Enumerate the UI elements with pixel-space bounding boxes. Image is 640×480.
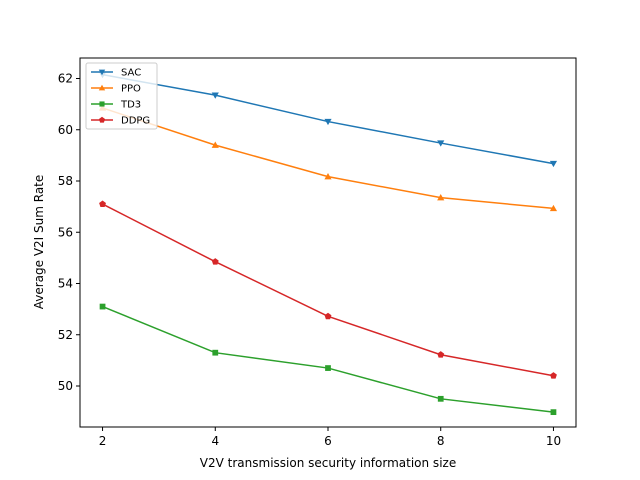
series-layer <box>98 71 558 416</box>
legend: SAC PPO TD3 DDPG <box>85 62 158 130</box>
data-point-sac <box>211 92 219 99</box>
y-tick-label: 56 <box>58 225 73 239</box>
legend-label-ddpg: DDPG <box>121 116 150 127</box>
x-tick-label: 10 <box>546 434 561 448</box>
legend-marker-sac <box>98 69 106 76</box>
data-point-td3 <box>325 365 331 371</box>
x-tick-label: 2 <box>99 434 107 448</box>
data-point-td3 <box>437 395 444 402</box>
x-tick-label: 4 <box>211 434 219 448</box>
y-tick-label: 52 <box>58 328 73 342</box>
y-tick-label: 62 <box>58 72 73 86</box>
x-axis-ticks: 2 4 6 8 10 <box>99 427 561 448</box>
data-point-ppo <box>324 173 332 180</box>
x-tick-label: 6 <box>324 434 332 448</box>
data-point-ddpg <box>550 372 557 379</box>
data-point-td3 <box>550 409 557 416</box>
data-point-ddpg <box>211 258 219 265</box>
data-point-ppo <box>549 204 558 212</box>
legend-marker-ddpg <box>98 116 106 123</box>
data-point-td3 <box>99 303 106 310</box>
data-point-td3 <box>212 349 219 356</box>
legend-label-ppo: PPO <box>121 84 141 95</box>
legend-marker-td3 <box>99 101 105 107</box>
data-point-ddpg <box>437 351 445 358</box>
data-point-ddpg <box>324 312 332 320</box>
y-axis-ticks: 50 52 54 56 58 60 62 <box>58 72 80 393</box>
y-tick-label: 50 <box>58 379 73 393</box>
legend-box <box>85 62 158 130</box>
data-point-ppo <box>437 194 445 201</box>
data-point-sac <box>324 118 332 126</box>
data-point-ddpg <box>99 200 106 207</box>
data-point-ppo <box>211 141 219 148</box>
legend-marker-ppo <box>98 84 106 91</box>
legend-label-sac: SAC <box>121 68 141 79</box>
y-tick-label: 58 <box>58 174 73 188</box>
legend-label-td3: TD3 <box>120 100 141 111</box>
y-axis-label: Average V2I Sum Rate <box>32 175 46 310</box>
x-axis-label: V2V transmission security information si… <box>200 456 456 470</box>
data-point-sac <box>549 160 558 168</box>
y-tick-label: 60 <box>58 123 73 137</box>
y-tick-label: 54 <box>58 277 73 291</box>
data-point-sac <box>437 140 445 147</box>
x-tick-label: 8 <box>437 434 445 448</box>
